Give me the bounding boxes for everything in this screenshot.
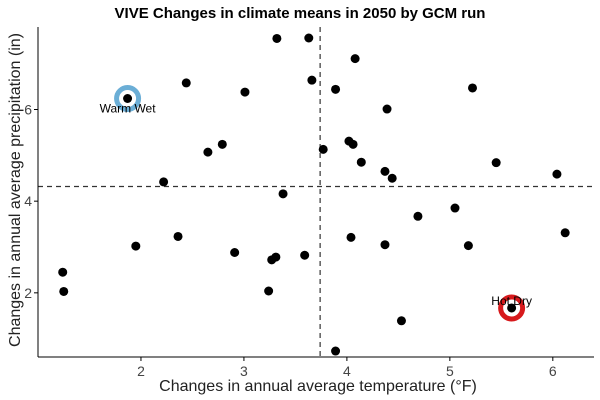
annotations: Warm Wet Hot Dry [100,102,532,308]
x-tick-label: 3 [240,363,248,379]
data-point [346,232,356,242]
data-point [491,158,501,168]
annotation-label: Warm Wet [100,102,157,116]
data-point [271,252,281,262]
data-point [348,139,358,149]
highlight-ring-0 [114,85,142,112]
y-tick-label: 4 [24,193,32,209]
data-point [217,139,227,149]
data-point [203,147,213,157]
highlight-ring-1 [498,294,526,322]
highlight-rings [114,85,526,322]
data-point [240,87,250,97]
data-point [304,33,314,43]
x-axis-title: Changes in annual average temperature (°… [159,378,477,395]
data-point [272,33,282,43]
y-axis-title: Changes in annual average precipitation … [7,33,24,347]
data-point [278,189,288,199]
axes: 2 3 4 5 6 2 4 6 [24,27,594,379]
data-point [230,248,240,257]
data-point [331,346,341,356]
chart-title: VIVE Changes in climate means in 2050 by… [115,5,486,22]
data-point [507,303,517,313]
annotation-label: Hot Dry [491,294,532,308]
data-point [380,166,390,176]
x-tick-label: 5 [446,363,454,379]
data-point [382,104,392,114]
data-point [59,286,69,296]
data-point [468,83,478,93]
x-tick-label: 4 [343,363,351,379]
data-point [58,267,68,277]
data-point [131,241,141,251]
data-point [380,240,390,250]
data-point [356,157,366,167]
data-point [300,250,310,260]
data-point [450,203,460,213]
data-point [560,228,570,238]
data-point [307,75,317,85]
data-point [181,78,191,88]
x-tick-label: 6 [549,363,557,379]
data-point [463,241,473,251]
data-point [552,169,562,179]
data-point [331,84,341,94]
data-point [123,94,133,103]
data-point [413,211,423,221]
reference-lines [38,27,594,357]
x-tick-label: 2 [137,363,145,379]
data-point [159,177,169,187]
data-point [350,54,360,64]
y-tick-label: 6 [24,102,32,118]
data-points [58,33,570,356]
y-tick-label: 2 [24,285,32,301]
data-point [396,316,406,326]
data-point [387,173,397,183]
data-point [173,231,183,241]
data-point [264,286,274,296]
data-point [318,144,328,154]
